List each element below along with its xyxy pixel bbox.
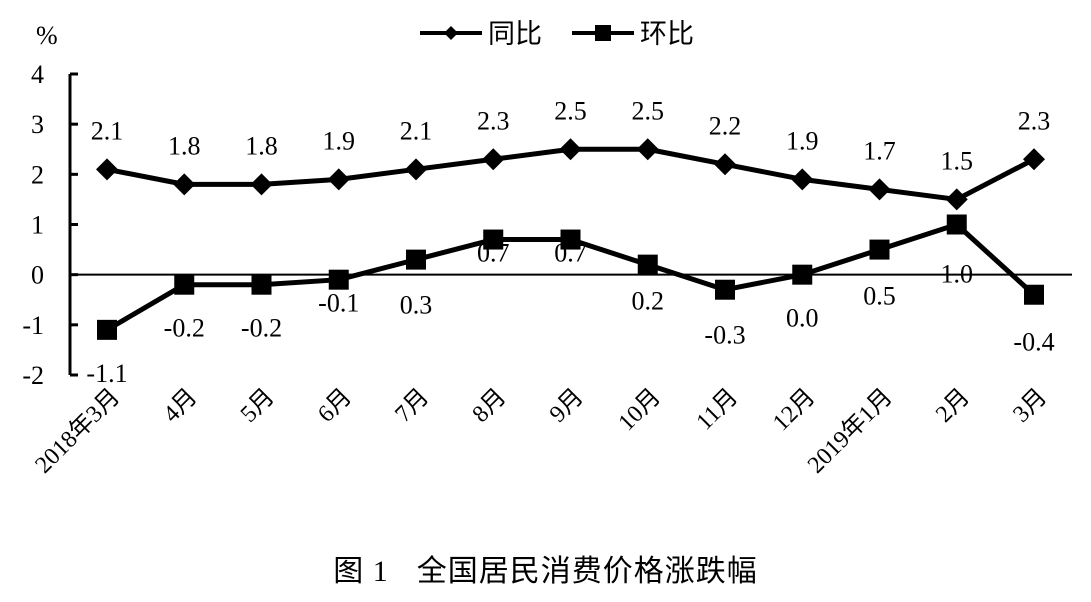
- legend-label: 同比: [488, 19, 542, 49]
- y-tick-label: 2: [31, 160, 44, 189]
- data-label-yoy: 2.3: [477, 106, 510, 135]
- data-label-yoy: 1.8: [168, 131, 201, 160]
- square-marker-icon: [560, 229, 581, 250]
- legend-diamond-icon: [444, 26, 458, 40]
- square-marker-icon: [946, 214, 967, 235]
- diamond-marker-icon: [96, 158, 118, 181]
- diamond-marker-icon: [714, 153, 736, 176]
- x-tick-label: 11月: [692, 384, 744, 436]
- data-label-yoy: 2.2: [709, 111, 742, 140]
- x-tick-label: 2019年1月: [802, 383, 897, 478]
- square-marker-icon: [637, 254, 658, 275]
- square-marker-icon: [406, 249, 426, 270]
- diamond-marker-icon: [868, 178, 891, 201]
- data-label-yoy: 1.5: [941, 146, 974, 175]
- y-tick-label: 0: [31, 261, 44, 290]
- data-label-yoy: 2.3: [1018, 106, 1051, 135]
- diamond-marker-icon: [173, 173, 196, 196]
- y-axis-unit: %: [36, 21, 58, 50]
- y-tick-label: 3: [31, 110, 44, 139]
- data-label-yoy: 2.5: [554, 96, 587, 125]
- data-label-yoy: 1.7: [863, 136, 896, 165]
- data-label-mom: -0.2: [164, 314, 205, 343]
- y-tick-label: 1: [31, 211, 44, 240]
- x-tick-label: 2018年3月: [30, 383, 125, 478]
- data-label-mom: -0.1: [318, 289, 359, 318]
- data-label-mom: 0.3: [400, 291, 433, 320]
- x-tick-label: 10月: [614, 384, 666, 436]
- data-label-yoy: 2.5: [632, 96, 665, 125]
- figure-caption: 图 1 全国居民消费价格涨跌幅: [0, 546, 1091, 590]
- x-tick-label: 2月: [931, 384, 975, 428]
- x-tick-label: 7月: [390, 384, 434, 428]
- x-tick-label: 8月: [468, 384, 512, 428]
- legend-square-icon: [595, 25, 611, 41]
- data-label-mom: 0.0: [786, 304, 819, 333]
- square-marker-icon: [251, 274, 272, 295]
- diamond-marker-icon: [405, 158, 427, 181]
- legend-label: 环比: [640, 19, 694, 49]
- x-tick-label: 3月: [1008, 384, 1052, 428]
- data-label-mom: 0.7: [554, 239, 587, 268]
- diamond-marker-icon: [250, 173, 273, 196]
- data-label-mom: 0.2: [632, 287, 665, 316]
- square-marker-icon: [174, 274, 195, 295]
- x-tick-label: 6月: [313, 384, 357, 428]
- figure-number: 图 1: [333, 555, 389, 588]
- diamond-marker-icon: [1023, 148, 1045, 171]
- x-tick-label: 5月: [236, 384, 280, 428]
- square-marker-icon: [483, 229, 504, 250]
- data-label-yoy: 2.1: [91, 116, 124, 145]
- square-marker-icon: [1024, 284, 1044, 305]
- diamond-marker-icon: [791, 168, 814, 191]
- square-marker-icon: [792, 264, 813, 285]
- x-tick-label: 9月: [545, 384, 589, 428]
- square-marker-icon: [328, 269, 349, 290]
- square-marker-icon: [97, 319, 117, 340]
- diamond-marker-icon: [636, 138, 659, 161]
- data-label-yoy: 2.1: [400, 116, 433, 145]
- x-tick-label: 12月: [768, 384, 820, 436]
- square-marker-icon: [715, 279, 735, 300]
- data-label-mom: 0.7: [477, 239, 510, 268]
- figure-title: 全国居民消费价格涨跌幅: [416, 555, 758, 588]
- data-label-yoy: 1.9: [323, 126, 356, 155]
- diamond-marker-icon: [327, 168, 350, 191]
- data-label-yoy: 1.9: [786, 126, 819, 155]
- data-label-mom: -0.4: [1013, 328, 1054, 357]
- y-tick-label: -2: [22, 361, 44, 390]
- diamond-marker-icon: [559, 138, 582, 161]
- y-tick-label: 4: [31, 60, 44, 89]
- data-label-mom: 1.0: [941, 260, 974, 289]
- data-label-yoy: 1.8: [245, 131, 278, 160]
- square-marker-icon: [869, 239, 890, 260]
- diamond-marker-icon: [945, 188, 968, 211]
- cpi-line-chart: -2 -1 0 1 2 3 4% 2.1 1.8 1.8 1.9 2.1 2.3 2.5 2.5 2.2 1.9…: [22, 19, 1072, 479]
- y-tick-label: -1: [22, 311, 44, 340]
- x-tick-label: 4月: [159, 384, 203, 428]
- data-label-mom: -1.1: [86, 359, 127, 388]
- data-label-mom: -0.2: [241, 314, 282, 343]
- data-label-mom: -0.3: [704, 321, 745, 350]
- diamond-marker-icon: [482, 148, 505, 171]
- data-label-mom: 0.5: [863, 282, 896, 311]
